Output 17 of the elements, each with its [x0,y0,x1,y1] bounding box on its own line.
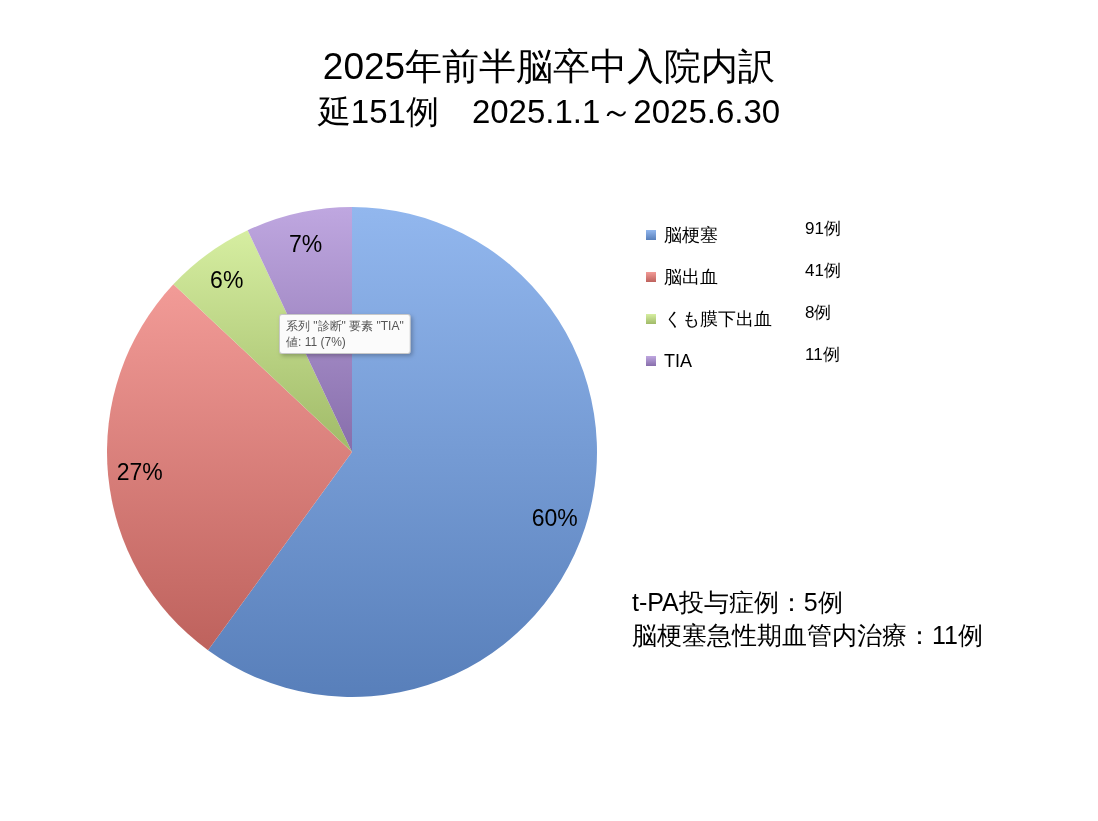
text: 41例 [805,261,841,280]
text: 8例 [805,303,832,322]
data-label: 27% [116,459,163,486]
chart-title: 2025年前半脳卒中入院内訳 [322,46,776,87]
chart-subtitle: 延151例 2025.1.1～2025.6.30 [316,93,781,130]
legend-label: TIA [664,351,693,371]
data-label: 6% [210,266,244,293]
legend-label: くも膜下出血 [664,309,772,329]
legend-label: 脳梗塞 [664,225,718,245]
text: 11例 [805,345,840,364]
text: 91例 [805,219,841,238]
text: t-PA投与症例：5例 [632,587,843,616]
text: 脳梗塞急性期血管内治療：11例 [632,620,983,649]
data-label: 7% [288,230,323,257]
data-label: 60% [531,504,578,531]
legend-label: 脳出血 [664,267,718,287]
text: 系列 "診断" 要素 "TIA" 値: 11 (7%) [286,319,404,349]
